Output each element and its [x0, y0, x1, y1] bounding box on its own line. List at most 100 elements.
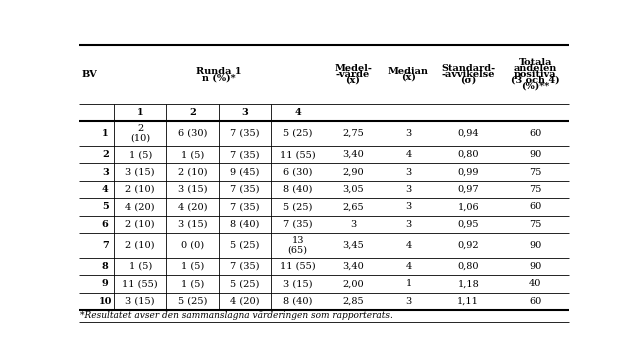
Text: 3,05: 3,05 [343, 185, 364, 194]
Text: (65): (65) [288, 246, 308, 255]
Text: 4: 4 [405, 241, 411, 250]
Text: Medel-: Medel- [334, 64, 372, 73]
Text: (%)**: (%)** [521, 82, 549, 91]
Text: 40: 40 [529, 280, 542, 289]
Text: 75: 75 [529, 220, 542, 229]
Text: 3: 3 [350, 220, 356, 229]
Text: 60: 60 [529, 129, 542, 138]
Text: *Resultatet avser den sammanslagna värderingen som rapporterats.: *Resultatet avser den sammanslagna värde… [80, 311, 393, 321]
Text: 0,99: 0,99 [458, 168, 479, 176]
Text: 4 (20): 4 (20) [178, 203, 207, 211]
Text: 0,97: 0,97 [458, 185, 479, 194]
Text: andelen: andelen [514, 64, 557, 73]
Text: 2,65: 2,65 [343, 203, 364, 211]
Text: 2,00: 2,00 [343, 280, 364, 289]
Text: 1: 1 [137, 108, 143, 117]
Text: 5 (25): 5 (25) [231, 241, 260, 250]
Text: 6: 6 [102, 220, 109, 229]
Text: 0 (0): 0 (0) [181, 241, 204, 250]
Text: 2 (10): 2 (10) [178, 168, 207, 176]
Text: 60: 60 [529, 297, 542, 306]
Text: Runda 1: Runda 1 [196, 66, 241, 76]
Text: Standard-: Standard- [441, 64, 495, 73]
Text: 75: 75 [529, 168, 542, 176]
Text: n (%)*: n (%)* [202, 73, 236, 82]
Text: -avvikelse: -avvikelse [442, 70, 495, 79]
Text: 3: 3 [102, 168, 109, 176]
Text: 90: 90 [529, 241, 542, 250]
Text: 2,75: 2,75 [342, 129, 364, 138]
Text: 5 (25): 5 (25) [178, 297, 207, 306]
Text: 75: 75 [529, 185, 542, 194]
Text: 5 (25): 5 (25) [231, 280, 260, 289]
Text: 2 (10): 2 (10) [126, 241, 155, 250]
Text: 4: 4 [405, 150, 411, 159]
Text: 4: 4 [102, 185, 109, 194]
Text: 0,80: 0,80 [458, 262, 479, 271]
Text: 3: 3 [242, 108, 248, 117]
Text: 5 (25): 5 (25) [283, 203, 312, 211]
Text: (σ): (σ) [460, 76, 477, 85]
Text: 7 (35): 7 (35) [283, 220, 312, 229]
Text: 8 (40): 8 (40) [231, 220, 260, 229]
Text: positiva: positiva [514, 70, 557, 79]
Text: 11 (55): 11 (55) [280, 262, 315, 271]
Text: 3: 3 [405, 168, 411, 176]
Text: 0,94: 0,94 [458, 129, 479, 138]
Text: 6 (30): 6 (30) [283, 168, 312, 176]
Text: 3: 3 [405, 185, 411, 194]
Text: 7: 7 [102, 241, 109, 250]
Text: 3 (15): 3 (15) [178, 220, 207, 229]
Text: 3 (15): 3 (15) [178, 185, 207, 194]
Text: Median: Median [388, 67, 429, 76]
Text: 4 (20): 4 (20) [126, 203, 155, 211]
Text: 3,40: 3,40 [342, 262, 364, 271]
Text: 1,06: 1,06 [458, 203, 479, 211]
Text: 0,95: 0,95 [458, 220, 479, 229]
Text: 9: 9 [102, 280, 109, 289]
Text: (x̅): (x̅) [346, 76, 360, 85]
Text: 2: 2 [102, 150, 109, 159]
Text: 11 (55): 11 (55) [123, 280, 158, 289]
Text: (3 och 4): (3 och 4) [511, 76, 559, 85]
Text: 2 (10): 2 (10) [126, 220, 155, 229]
Text: 3: 3 [405, 220, 411, 229]
Text: (10): (10) [130, 134, 150, 143]
Text: 1 (5): 1 (5) [128, 262, 152, 271]
Text: Totala: Totala [518, 58, 552, 67]
Text: 1: 1 [102, 129, 109, 138]
Text: 3: 3 [405, 203, 411, 211]
Text: BV: BV [82, 70, 98, 79]
Text: 1 (5): 1 (5) [128, 150, 152, 159]
Text: 7 (35): 7 (35) [231, 129, 260, 138]
Text: 1,11: 1,11 [458, 297, 479, 306]
Text: 5 (25): 5 (25) [283, 129, 312, 138]
Text: 8: 8 [102, 262, 109, 271]
Text: 3 (15): 3 (15) [283, 280, 312, 289]
Text: 0,80: 0,80 [458, 150, 479, 159]
Text: 11 (55): 11 (55) [280, 150, 315, 159]
Text: 4: 4 [295, 108, 301, 117]
Text: 7 (35): 7 (35) [231, 150, 260, 159]
Text: 3,45: 3,45 [342, 241, 364, 250]
Text: 1: 1 [405, 280, 411, 289]
Text: 5: 5 [102, 203, 109, 211]
Text: 4: 4 [405, 262, 411, 271]
Text: 3,40: 3,40 [342, 150, 364, 159]
Text: 7 (35): 7 (35) [231, 262, 260, 271]
Text: 90: 90 [529, 150, 542, 159]
Text: 90: 90 [529, 262, 542, 271]
Text: (x̃): (x̃) [401, 73, 416, 82]
Text: -värde: -värde [336, 70, 370, 79]
Text: 7 (35): 7 (35) [231, 185, 260, 194]
Text: 8 (40): 8 (40) [283, 297, 312, 306]
Text: 1,18: 1,18 [458, 280, 479, 289]
Text: 3: 3 [405, 129, 411, 138]
Text: 4 (20): 4 (20) [231, 297, 260, 306]
Text: 1 (5): 1 (5) [181, 280, 204, 289]
Text: 3: 3 [405, 297, 411, 306]
Text: 2,90: 2,90 [343, 168, 364, 176]
Text: 9 (45): 9 (45) [231, 168, 260, 176]
Text: 2,85: 2,85 [343, 297, 364, 306]
Text: 1 (5): 1 (5) [181, 262, 204, 271]
